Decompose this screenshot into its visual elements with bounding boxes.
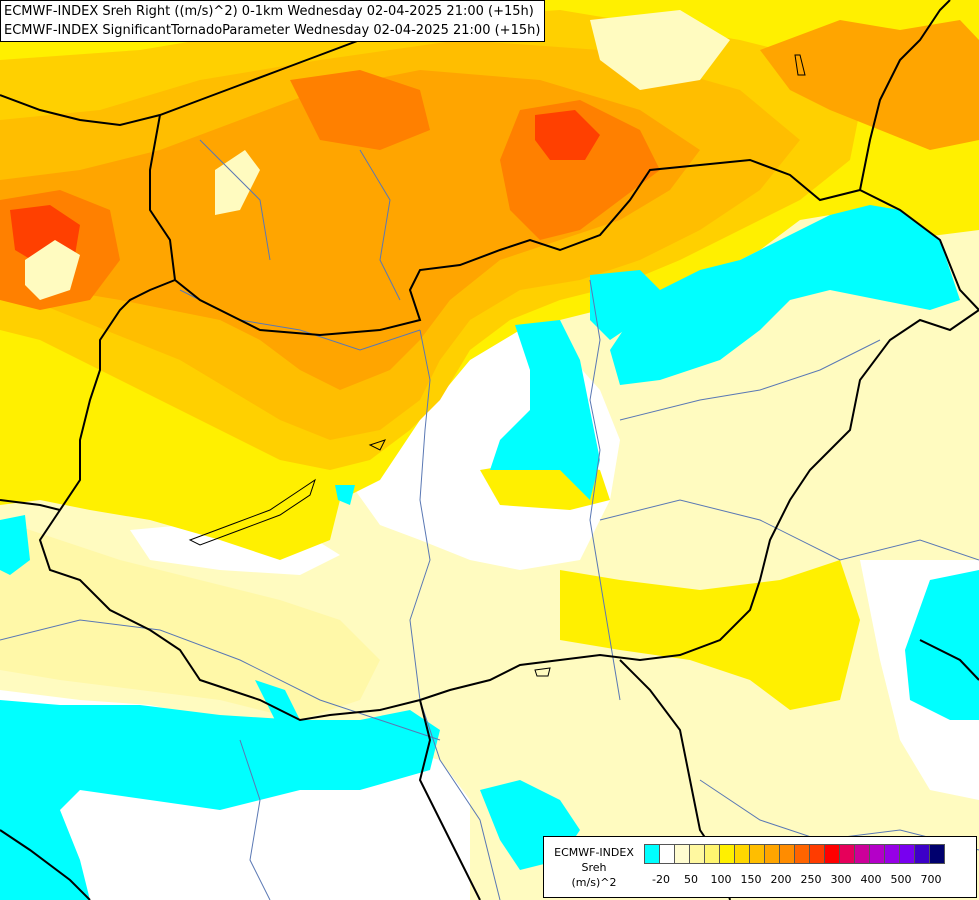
legend-tick-label: 500	[890, 873, 912, 886]
river	[589, 279, 621, 701]
legend-tick-label: 150	[740, 873, 762, 886]
legend-swatch	[809, 844, 825, 864]
river	[0, 619, 441, 741]
legend-swatch	[749, 844, 765, 864]
legend-swatch	[704, 844, 720, 864]
legend-tick-label: 300	[830, 873, 852, 886]
legend-swatch	[644, 844, 660, 864]
lake-outline	[368, 439, 386, 451]
legend-tick-label: 50	[684, 873, 698, 886]
legend-swatch	[854, 844, 870, 864]
legend-swatch	[659, 844, 675, 864]
sreh-zone-orange	[760, 20, 979, 150]
lake-outline	[188, 478, 316, 546]
sreh-zone-cyan	[590, 270, 660, 340]
legend-swatch	[779, 844, 795, 864]
sreh-zone-cyan	[0, 515, 30, 575]
sreh-zone-pale	[0, 520, 380, 720]
legend-tick-label: 100	[710, 873, 732, 886]
legend-swatch	[689, 844, 705, 864]
border	[859, 189, 979, 311]
border	[0, 829, 91, 900]
legend-title-variable: Sreh	[581, 861, 607, 874]
legend-swatch	[899, 844, 915, 864]
sreh-zone-red	[535, 110, 600, 160]
legend-swatch	[884, 844, 900, 864]
sreh-zone-cyan	[0, 700, 440, 900]
river	[199, 139, 271, 261]
legend-swatch	[869, 844, 885, 864]
legend-tick-label: 400	[860, 873, 882, 886]
river	[619, 339, 881, 421]
legend-tick-label: -20	[652, 873, 670, 886]
sreh-zone-cyan	[610, 205, 960, 385]
legend-swatch	[929, 844, 945, 864]
legend-tick-label: 250	[800, 873, 822, 886]
sreh-zone-pale-patch	[25, 240, 80, 300]
legend-title-unit: (m/s)^2	[571, 876, 617, 889]
river	[409, 329, 501, 900]
map-title-line-1: ECMWF-INDEX Sreh Right ((m/s)^2) 0-1km W…	[4, 4, 534, 19]
border	[149, 0, 951, 337]
sreh-zone-cyan	[490, 320, 600, 500]
legend-swatch	[794, 844, 810, 864]
legend-tick-label: 700	[920, 873, 942, 886]
sreh-zone-pale-patch	[590, 10, 730, 90]
legend-swatch	[914, 844, 930, 864]
legend-swatch	[764, 844, 780, 864]
river	[599, 499, 979, 561]
legend-swatch	[839, 844, 855, 864]
border	[418, 699, 481, 900]
river	[359, 149, 401, 301]
border	[0, 499, 61, 511]
border	[919, 639, 979, 681]
map-title-line-2: ECMWF-INDEX SignificantTornadoParameter …	[4, 23, 541, 38]
river	[239, 739, 271, 900]
legend-swatches	[644, 844, 945, 864]
legend-title-model: ECMWF-INDEX	[554, 846, 634, 859]
legend-tick-label: 200	[770, 873, 792, 886]
legend-ticks: -20 50 100 150 200 250 300 400 500 700	[644, 873, 974, 889]
legend-swatch	[734, 844, 750, 864]
map-title-box: ECMWF-INDEX Sreh Right ((m/s)^2) 0-1km W…	[0, 0, 546, 42]
sreh-zone-cyan	[335, 485, 355, 505]
lake-outline	[794, 54, 806, 76]
legend-swatch	[824, 844, 840, 864]
sreh-zone-yellow	[560, 560, 860, 710]
sreh-zone-dark-orange	[290, 70, 430, 150]
legend-swatch	[719, 844, 735, 864]
lakes	[188, 54, 806, 677]
sreh-zone-cyan	[905, 570, 979, 720]
sreh-zone-cyan	[255, 680, 300, 720]
legend-swatch	[674, 844, 690, 864]
color-legend: ECMWF-INDEX Sreh (m/s)^2 -20 50 100 150 200 2…	[543, 836, 977, 898]
border	[38, 279, 979, 722]
lake-outline	[534, 667, 551, 677]
